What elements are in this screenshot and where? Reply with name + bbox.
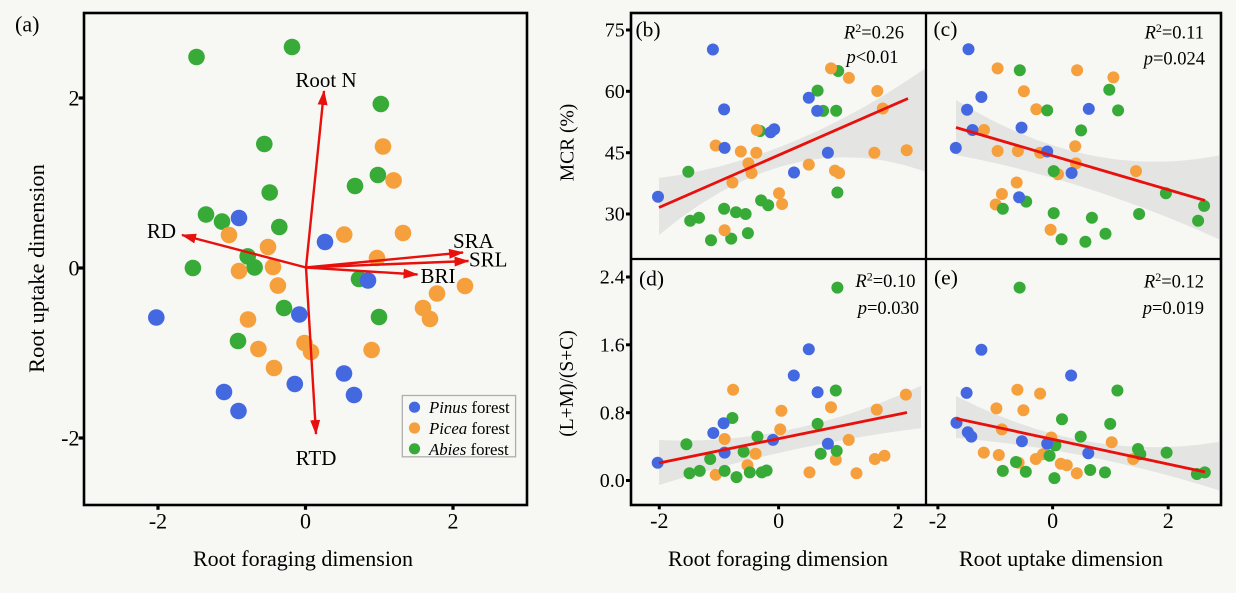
svg-text:p=0.030: p=0.030 — [856, 299, 919, 319]
svg-text:R2=0.10: R2=0.10 — [854, 269, 915, 292]
svg-text:0.0: 0.0 — [600, 470, 625, 492]
svg-text:30: 30 — [605, 204, 625, 226]
svg-text:Root uptake dimension: Root uptake dimension — [959, 546, 1163, 571]
svg-text:Pinus forest: Pinus forest — [428, 398, 510, 417]
svg-text:-2: -2 — [929, 508, 947, 533]
svg-text:2: 2 — [69, 85, 80, 110]
svg-text:0: 0 — [1047, 508, 1058, 533]
svg-text:0: 0 — [69, 255, 80, 280]
svg-text:60: 60 — [605, 81, 625, 103]
svg-text:BRI: BRI — [421, 264, 456, 288]
svg-text:-2: -2 — [149, 509, 167, 534]
svg-text:2: 2 — [1163, 508, 1174, 533]
svg-text:MCR (%): MCR (%) — [558, 104, 579, 181]
svg-text:SRA: SRA — [453, 229, 495, 253]
svg-text:Root N: Root N — [295, 68, 356, 92]
svg-text:45: 45 — [605, 142, 625, 164]
svg-text:Abies forest: Abies forest — [428, 440, 509, 459]
svg-text:(L+M)/(S+C): (L+M)/(S+C) — [557, 330, 578, 437]
svg-text:RTD: RTD — [296, 446, 337, 470]
svg-text:1.6: 1.6 — [600, 334, 625, 356]
svg-text:p=0.019: p=0.019 — [1141, 299, 1204, 319]
svg-text:(e): (e) — [934, 266, 958, 290]
svg-text:0: 0 — [300, 509, 311, 534]
svg-text:(c): (c) — [934, 17, 958, 41]
svg-text:-2: -2 — [650, 508, 668, 533]
svg-text:(a): (a) — [15, 12, 39, 37]
svg-text:-2: -2 — [61, 425, 79, 450]
svg-text:0: 0 — [773, 508, 784, 533]
svg-text:2: 2 — [448, 509, 459, 534]
svg-text:(b): (b) — [636, 18, 661, 42]
svg-text:RD: RD — [147, 219, 176, 243]
svg-text:R2=0.12: R2=0.12 — [1143, 270, 1204, 293]
svg-text:Root uptake dimension: Root uptake dimension — [24, 164, 49, 373]
svg-text:p<0.01: p<0.01 — [844, 48, 898, 68]
svg-text:SRL: SRL — [469, 248, 508, 272]
svg-text:2.4: 2.4 — [600, 267, 625, 289]
svg-text:Picea forest: Picea forest — [428, 419, 510, 438]
svg-text:75: 75 — [605, 20, 625, 42]
svg-text:R2=0.11: R2=0.11 — [1144, 21, 1204, 44]
svg-text:Root foraging dimension: Root foraging dimension — [193, 546, 413, 571]
svg-text:(d): (d) — [639, 267, 664, 291]
svg-text:Root foraging dimension: Root foraging dimension — [668, 546, 888, 571]
svg-text:p=0.024: p=0.024 — [1142, 49, 1205, 69]
svg-text:2: 2 — [893, 508, 904, 533]
svg-text:0.8: 0.8 — [600, 402, 625, 424]
svg-text:R2=0.26: R2=0.26 — [843, 21, 904, 44]
